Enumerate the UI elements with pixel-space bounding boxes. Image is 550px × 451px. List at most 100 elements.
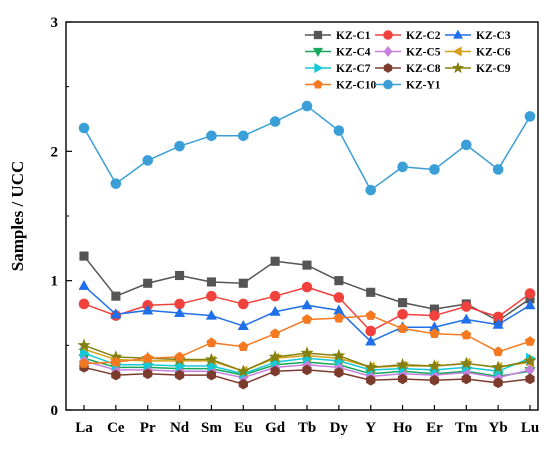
data-point xyxy=(238,341,249,351)
data-point xyxy=(525,373,535,385)
data-point xyxy=(237,320,249,330)
data-point xyxy=(429,310,440,321)
data-point xyxy=(429,328,440,339)
data-point xyxy=(269,290,281,302)
y-axis-title: Samples / UCC xyxy=(8,161,27,272)
x-tick-label: Eu xyxy=(234,420,252,436)
series-kz-c8 xyxy=(79,361,535,390)
data-point xyxy=(492,164,504,175)
x-tick-label: Nd xyxy=(170,420,190,436)
legend-item: KZ-C10 xyxy=(305,80,377,92)
data-point xyxy=(366,287,376,297)
x-tick-label: Yb xyxy=(489,420,508,436)
legend-label: KZ-C7 xyxy=(336,63,371,75)
data-point xyxy=(206,369,217,381)
data-point xyxy=(333,312,344,323)
x-tick-label: Pr xyxy=(140,420,156,436)
data-point xyxy=(429,164,440,175)
data-point xyxy=(301,100,313,112)
legend-label: KZ-C9 xyxy=(476,63,511,75)
data-point xyxy=(302,364,312,376)
x-tick-label: Y xyxy=(365,420,376,436)
legend-swatch-marker xyxy=(313,79,323,89)
data-point xyxy=(174,351,185,362)
legend-label: KZ-C1 xyxy=(336,30,371,42)
data-point xyxy=(301,314,313,324)
data-point xyxy=(269,305,281,316)
data-point xyxy=(366,374,376,386)
data-point xyxy=(301,299,313,310)
data-point xyxy=(206,277,216,287)
data-point xyxy=(524,336,536,346)
x-axis: La Ce Pr Nd Sm Eu Gd Tb Dy Y Ho Er Tm Yb Lu xyxy=(75,405,539,436)
data-point xyxy=(78,279,90,290)
data-point xyxy=(398,298,408,308)
series-kz-c10 xyxy=(78,310,536,368)
legend-label: KZ-C5 xyxy=(406,47,441,59)
data-point xyxy=(237,298,249,310)
y-tick-label: 2 xyxy=(51,144,59,160)
data-point xyxy=(142,155,154,166)
y-tick-label: 3 xyxy=(51,15,59,31)
data-point xyxy=(205,309,217,320)
data-point xyxy=(334,367,344,378)
data-point xyxy=(238,278,248,288)
data-point xyxy=(334,276,344,286)
legend-label: KZ-C10 xyxy=(336,80,377,92)
data-point xyxy=(111,369,121,381)
data-point xyxy=(206,337,217,348)
data-point xyxy=(143,368,153,380)
data-point xyxy=(79,251,89,261)
data-point xyxy=(269,116,281,127)
data-point xyxy=(461,373,471,385)
data-point xyxy=(78,122,90,134)
legend-swatch-marker xyxy=(452,29,464,39)
legend-item: KZ-C6 xyxy=(445,46,511,59)
data-point xyxy=(204,352,218,366)
data-point xyxy=(397,373,408,385)
data-point xyxy=(524,288,536,299)
legend-swatch-marker xyxy=(383,79,393,90)
x-tick-label: Lu xyxy=(521,420,539,436)
legend-swatch-marker xyxy=(452,61,464,74)
legend-label: KZ-C4 xyxy=(336,47,371,59)
legend-swatch-marker xyxy=(383,63,393,73)
legend-label: KZ-C8 xyxy=(406,63,441,75)
legend-item: KZ-C9 xyxy=(445,61,511,75)
legend-item: KZ-C5 xyxy=(375,46,441,59)
data-point xyxy=(206,130,217,142)
x-tick-label: Tm xyxy=(455,420,478,436)
data-point xyxy=(492,318,504,329)
data-point xyxy=(206,290,217,302)
data-point xyxy=(397,308,408,320)
legend-label: KZ-C2 xyxy=(406,30,441,42)
legend-swatch-marker xyxy=(313,30,323,40)
legend-item: KZ-Y1 xyxy=(375,80,441,92)
data-point xyxy=(237,130,249,142)
data-point xyxy=(174,369,185,381)
data-point xyxy=(333,292,345,303)
data-point xyxy=(332,348,346,362)
legend-item: KZ-C2 xyxy=(375,30,441,42)
data-point xyxy=(207,360,218,372)
legend-label: KZ-C6 xyxy=(476,47,511,59)
data-point xyxy=(460,313,472,324)
legend-swatch-marker xyxy=(383,46,393,57)
data-point xyxy=(236,364,250,377)
data-point xyxy=(79,347,90,359)
series-kz-c2 xyxy=(78,281,536,337)
data-point xyxy=(364,360,378,373)
data-point xyxy=(238,378,248,390)
legend-label: KZ-C3 xyxy=(476,30,511,42)
data-point xyxy=(270,256,280,266)
data-point xyxy=(460,301,472,312)
series-kz-y1 xyxy=(78,100,536,196)
data-point xyxy=(175,270,185,281)
x-tick-label: Er xyxy=(426,420,443,436)
legend-swatch-marker xyxy=(312,47,324,57)
x-tick-label: Dy xyxy=(330,420,349,436)
data-point xyxy=(493,346,504,357)
data-point xyxy=(142,304,154,315)
data-point xyxy=(174,307,186,318)
